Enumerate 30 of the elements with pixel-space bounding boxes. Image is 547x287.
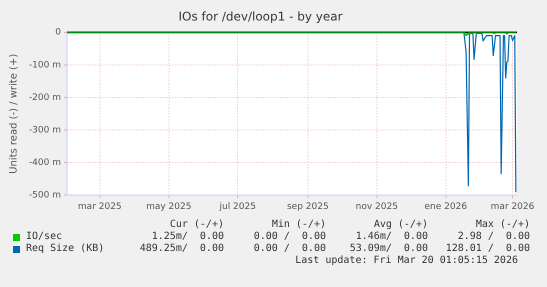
text: Avg (-/+) [372,219,428,231]
x-tick-label: mar 2025 [78,202,122,212]
y-tick-label: 0 [55,28,62,38]
text: Max (-/+) [474,219,530,231]
text: 2.98 / 0.00 [456,231,530,243]
text: 1.46m/ 0.00 [354,231,428,243]
legend-label: IO/sec [26,231,62,243]
text: 53.09m/ 0.00 [348,243,428,255]
text: 0.00 / 0.00 [252,231,326,243]
x-tick-label: sep 2025 [286,202,329,212]
text: Last update: Fri Mar 20 01:05:15 2026 [294,255,519,267]
x-tick-label: jul 2025 [218,202,256,212]
y-tick-label: -300 m [28,125,61,136]
y-axis-title: Units read (-) / write (+) [8,54,20,174]
x-tick-label: nov 2025 [356,202,398,212]
text: 1.25m/ 0.00 [150,231,224,243]
x-tick-label: mar 2026 [490,202,535,212]
legend-label: Req Size (KB) [26,243,104,255]
text: 489.25m/ 0.00 [138,243,224,255]
x-tick-label: ene 2026 [424,202,468,212]
y-tick-label: -100 m [28,60,61,70]
text: 128.01 / 0.00 [444,243,530,255]
text: 0.00 / 0.00 [252,243,326,255]
text: Cur (-/+) [168,219,224,231]
y-tick-label: -500 m [28,190,61,201]
x-tick-label: may 2025 [146,202,192,212]
y-tick-label: -200 m [28,92,61,103]
y-tick-label: -400 m [28,158,61,168]
chart-title: IOs for /dev/loop1 - by year [178,9,343,24]
text: Min (-/+) [270,219,326,231]
